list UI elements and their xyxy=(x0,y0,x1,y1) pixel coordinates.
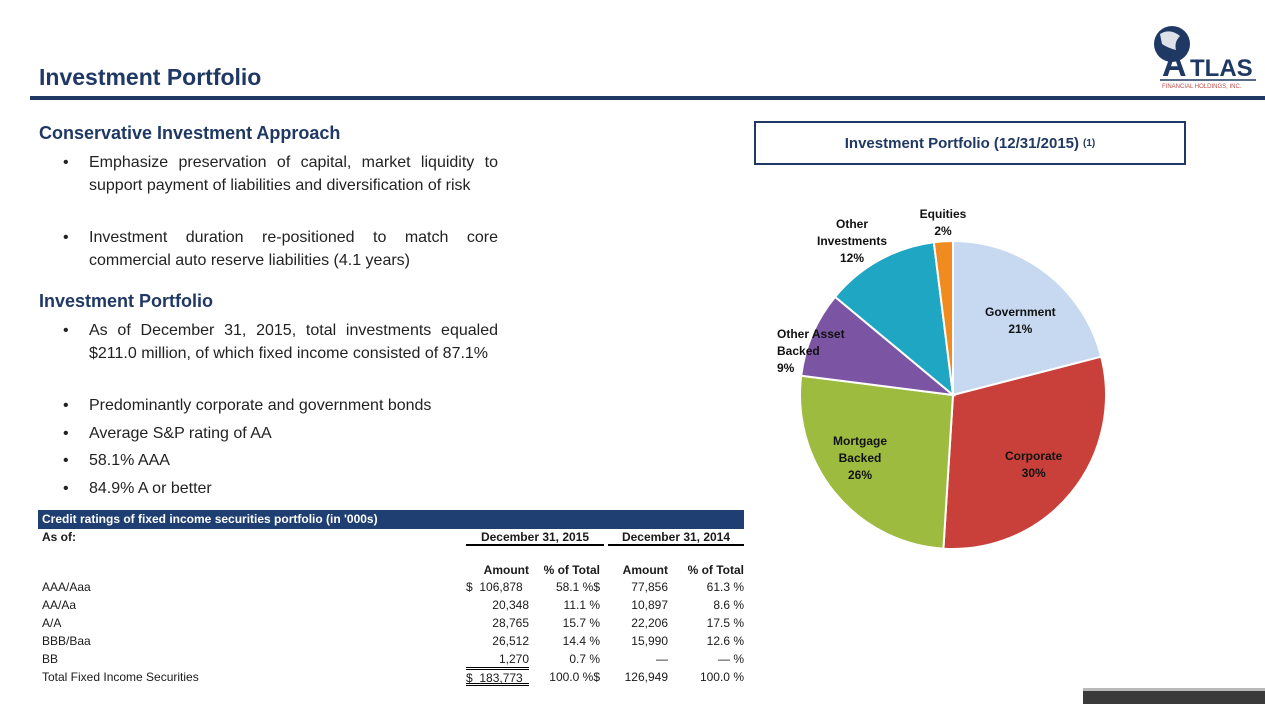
label-government: Government 21% xyxy=(985,305,1056,336)
page-title: Investment Portfolio xyxy=(39,64,262,90)
svg-text:A: A xyxy=(1162,46,1187,84)
pie-slice-other-asset-backed xyxy=(800,295,957,397)
bullet: 58.1% AAA xyxy=(63,449,498,472)
column-header: % of Total xyxy=(687,563,744,577)
section-heading: Investment Portfolio xyxy=(39,291,214,311)
as-of-label: As of: xyxy=(42,530,76,544)
table-cell: 20,348 xyxy=(492,598,529,612)
bullet: As of December 31, 2015, total investmen… xyxy=(63,319,498,365)
table-cell: $ 183,773 xyxy=(466,669,529,686)
pie-slice-government xyxy=(952,239,1103,397)
atlas-logo: A TLAS FINANCIAL HOLDINGS, INC. xyxy=(1154,26,1256,90)
column-header: % of Total xyxy=(543,563,600,577)
label-other-asset: Other Asset Backed 9% xyxy=(777,327,845,375)
title-rule xyxy=(30,96,1265,100)
pie-slice-corporate xyxy=(942,355,1107,550)
label-mortgage: Mortgage Backed 26% xyxy=(833,434,887,482)
table-cell: 1,270 xyxy=(466,651,529,668)
label-other-investments: Other Investments 12% xyxy=(816,217,888,265)
row-label: A/A xyxy=(42,616,62,630)
table-cell: 17.5 % xyxy=(706,616,744,630)
section-heading: Conservative Investment Approach xyxy=(39,123,341,143)
table-title: Credit ratings of fixed income securitie… xyxy=(38,510,744,529)
label-corporate: Corporate 30% xyxy=(1005,449,1063,480)
bullet: 84.9% A or better xyxy=(63,477,498,500)
table-cell: 26,512 xyxy=(492,634,529,648)
svg-text:FINANCIAL HOLDINGS, INC.: FINANCIAL HOLDINGS, INC. xyxy=(1162,84,1242,90)
table-cell: 28,765 xyxy=(492,616,529,630)
table-cell: 8.6 % xyxy=(713,598,744,612)
table-cell: 126,949 xyxy=(624,670,668,684)
chart-title: Investment Portfolio (12/31/2015) (1) xyxy=(754,121,1186,165)
row-label: BB xyxy=(42,652,59,666)
pie-slice-equities xyxy=(932,239,954,396)
table-cell: 0.7 % xyxy=(569,652,600,666)
bullet: Investment duration re-positioned to mat… xyxy=(63,226,498,272)
svg-text:TLAS: TLAS xyxy=(1190,55,1253,82)
footer-bar xyxy=(1083,688,1265,704)
table-cell: 14.4 % xyxy=(562,634,600,648)
table-cell: — xyxy=(656,652,668,666)
column-header: Amount xyxy=(622,563,668,577)
column-header: Amount xyxy=(483,563,529,577)
credit-ratings-table: Credit ratings of fixed income securitie… xyxy=(38,510,744,686)
pie-chart xyxy=(799,239,1107,550)
row-label: BBB/Baa xyxy=(42,634,91,648)
label-equities: Equities 2% xyxy=(919,207,967,238)
table-cell: 15.7 % xyxy=(562,616,600,630)
row-label: AA/Aa xyxy=(42,598,77,612)
table-cell: 22,206 xyxy=(631,616,668,630)
row-label: AAA/Aaa xyxy=(42,580,91,594)
pie-slice-mortgage-backed xyxy=(799,374,955,550)
table-cell: 77,856 xyxy=(631,580,668,594)
table-cell: 100.0 % xyxy=(699,670,744,684)
table-cell: 100.0 %$ xyxy=(549,670,600,684)
period-header: December 31, 2014 xyxy=(608,529,744,546)
table-cell: 58.1 %$ xyxy=(555,580,600,594)
row-label: Total Fixed Income Securities xyxy=(42,670,199,684)
bullet: Average S&P rating of AA xyxy=(63,422,498,445)
table-cell: $ 106,878 xyxy=(466,580,523,594)
period-header: December 31, 2015 xyxy=(466,529,604,546)
table-cell: 15,990 xyxy=(631,634,668,648)
pie-slice-other-investments xyxy=(833,241,955,398)
table-cell: — % xyxy=(717,652,744,666)
table-cell: 61.3 % xyxy=(706,580,744,594)
table-cell: 12.6 % xyxy=(706,634,744,648)
bullet: Predominantly corporate and government b… xyxy=(63,394,498,417)
bullet: Emphasize preservation of capital, marke… xyxy=(63,151,498,197)
table-cell: 10,897 xyxy=(631,598,668,612)
table-cell: 11.1 % xyxy=(563,598,600,612)
